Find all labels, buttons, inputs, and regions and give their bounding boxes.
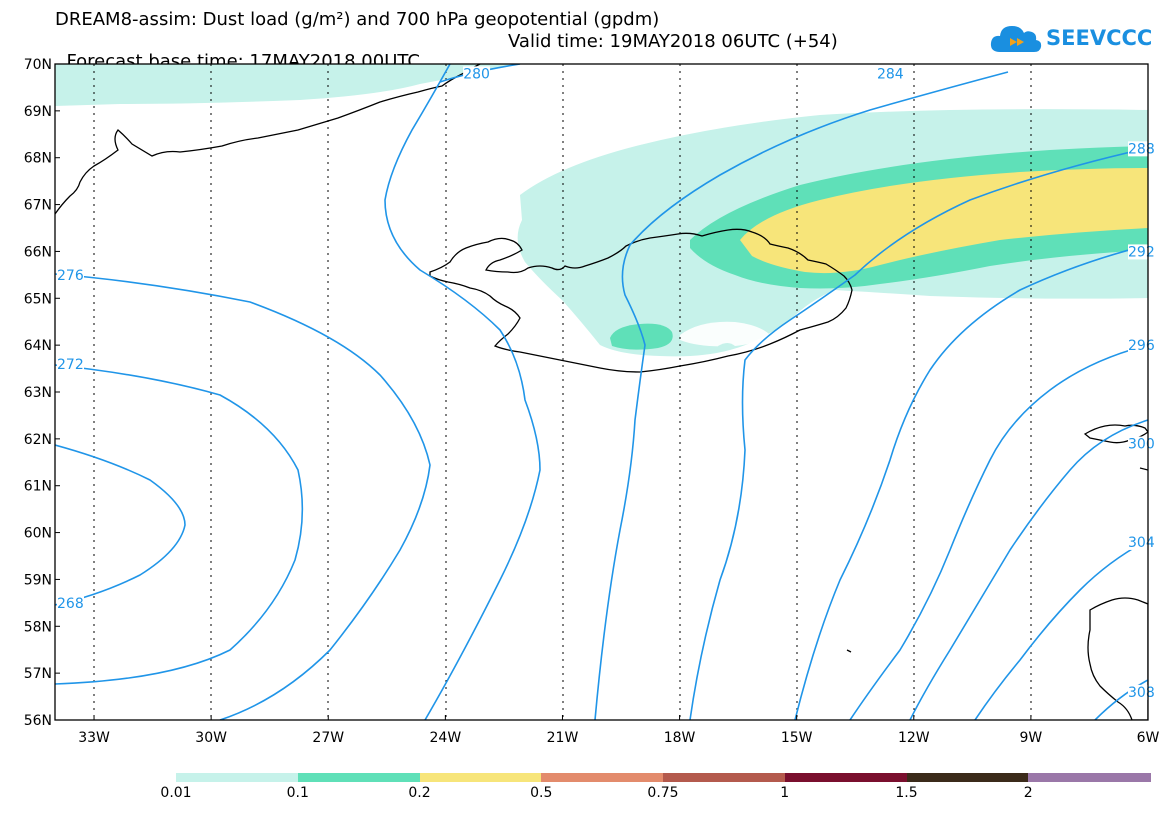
valid-time: Valid time: 19MAY2018 06UTC (+54)	[508, 31, 838, 52]
dust-area-high	[740, 168, 1148, 274]
contour-284	[594, 71, 1009, 720]
contour-280	[384, 64, 541, 720]
lat-tick-label: 63N	[24, 385, 52, 401]
colorbar-label: 0.2	[408, 785, 431, 801]
lon-tick-label: 21W	[547, 730, 579, 746]
lon-tick-label: 27W	[312, 730, 344, 746]
coast-shetland	[1139, 467, 1148, 471]
lat-tick-label: 58N	[24, 619, 52, 635]
lon-tick-label: 9W	[1020, 730, 1043, 746]
lat-tick-label: 64N	[24, 338, 52, 354]
lat-tick-label: 59N	[24, 572, 52, 588]
contour-label-bg	[57, 595, 84, 611]
contour-276	[55, 273, 431, 720]
contour-label: 300	[1128, 437, 1155, 453]
colorbar-label: 0.5	[530, 785, 553, 801]
contour-label-bg	[1128, 244, 1148, 260]
colorbar-segment	[176, 773, 299, 782]
lon-tick-label: 12W	[898, 730, 930, 746]
dust-area-top	[55, 64, 520, 106]
coast-iceland	[429, 228, 853, 373]
colorbar-label: 1.5	[895, 785, 918, 801]
contour-label-bg	[1128, 684, 1148, 700]
colorbar-segment	[1028, 773, 1151, 782]
contour-268	[55, 444, 186, 606]
contour-288	[689, 147, 1148, 720]
colorbar-segment	[906, 773, 1029, 782]
contour-label-bg	[57, 356, 84, 372]
contour-label: 280	[463, 66, 490, 82]
colorbar-segment	[297, 773, 420, 782]
contour-label-bg	[1128, 338, 1148, 354]
colorbar-label: 0.1	[286, 785, 309, 801]
cloud-icon	[990, 26, 1042, 52]
contour-label-bg	[1128, 534, 1148, 550]
lat-tick-label: 60N	[24, 526, 52, 542]
contour-label: 304	[1128, 535, 1155, 551]
coast-greenland	[55, 64, 481, 215]
lat-tick-label: 67N	[24, 198, 52, 214]
contour-292	[794, 244, 1148, 720]
contour-label: 296	[1128, 338, 1155, 354]
lon-tick-label: 30W	[195, 730, 227, 746]
lat-tick-label: 62N	[24, 432, 52, 448]
lat-tick-label: 57N	[24, 666, 52, 682]
contour-272	[55, 364, 304, 685]
contour-label-bg	[57, 267, 84, 283]
colorbar-label: 2	[1023, 785, 1033, 801]
lon-tick-label: 6W	[1137, 730, 1160, 746]
contour-label-bg	[463, 66, 491, 82]
colorbar-segment	[784, 773, 907, 782]
contour-label-bg	[1128, 436, 1148, 452]
contour-label: 268	[57, 596, 84, 612]
colorbar-segment	[541, 773, 664, 782]
coast-faroe-north	[1083, 424, 1148, 444]
colorbar-segment	[419, 773, 542, 782]
logo-text: SEEVCCC	[1046, 26, 1153, 50]
grid-lines	[93, 64, 1032, 720]
colorbar-label: 1	[780, 785, 790, 801]
seevccc-logo: SEEVCCC	[990, 20, 1160, 56]
lat-tick-label: 70N	[24, 57, 52, 73]
coastlines	[55, 64, 1148, 720]
lat-tick-label: 66N	[24, 244, 52, 260]
chart-title: DREAM8-assim: Dust load (g/m²) and 700 h…	[55, 9, 660, 30]
contour-label: 276	[57, 268, 84, 284]
lon-tick-label: 33W	[78, 730, 110, 746]
coast-scotland	[1087, 597, 1148, 720]
lat-tick-label: 68N	[24, 151, 52, 167]
lat-tick-label: 61N	[24, 479, 52, 495]
dust-area-medium-spot	[610, 323, 673, 350]
contour-label: 288	[1128, 141, 1155, 157]
contour-label-bg	[876, 66, 904, 82]
contour-label: 272	[57, 357, 84, 373]
contour-304	[974, 539, 1148, 720]
contour-label-bg	[1128, 141, 1148, 157]
contour-label: 284	[877, 66, 904, 82]
contour-label: 292	[1128, 244, 1155, 260]
contour-label: 308	[1128, 685, 1155, 701]
lat-tick-label: 65N	[24, 291, 52, 307]
lon-tick-label: 18W	[664, 730, 696, 746]
lon-tick-label: 24W	[430, 730, 462, 746]
contour-308	[1094, 679, 1148, 720]
lon-tick-label: 15W	[781, 730, 813, 746]
colorbar-label: 0.01	[160, 785, 192, 801]
lat-tick-label: 69N	[24, 104, 52, 120]
geopotential-contours	[55, 64, 1148, 720]
lat-tick-label: 56N	[24, 713, 52, 729]
contour-300	[909, 419, 1148, 720]
colorbar-segment	[663, 773, 786, 782]
contour-296	[849, 344, 1148, 720]
colorbar-label: 0.75	[647, 785, 679, 801]
